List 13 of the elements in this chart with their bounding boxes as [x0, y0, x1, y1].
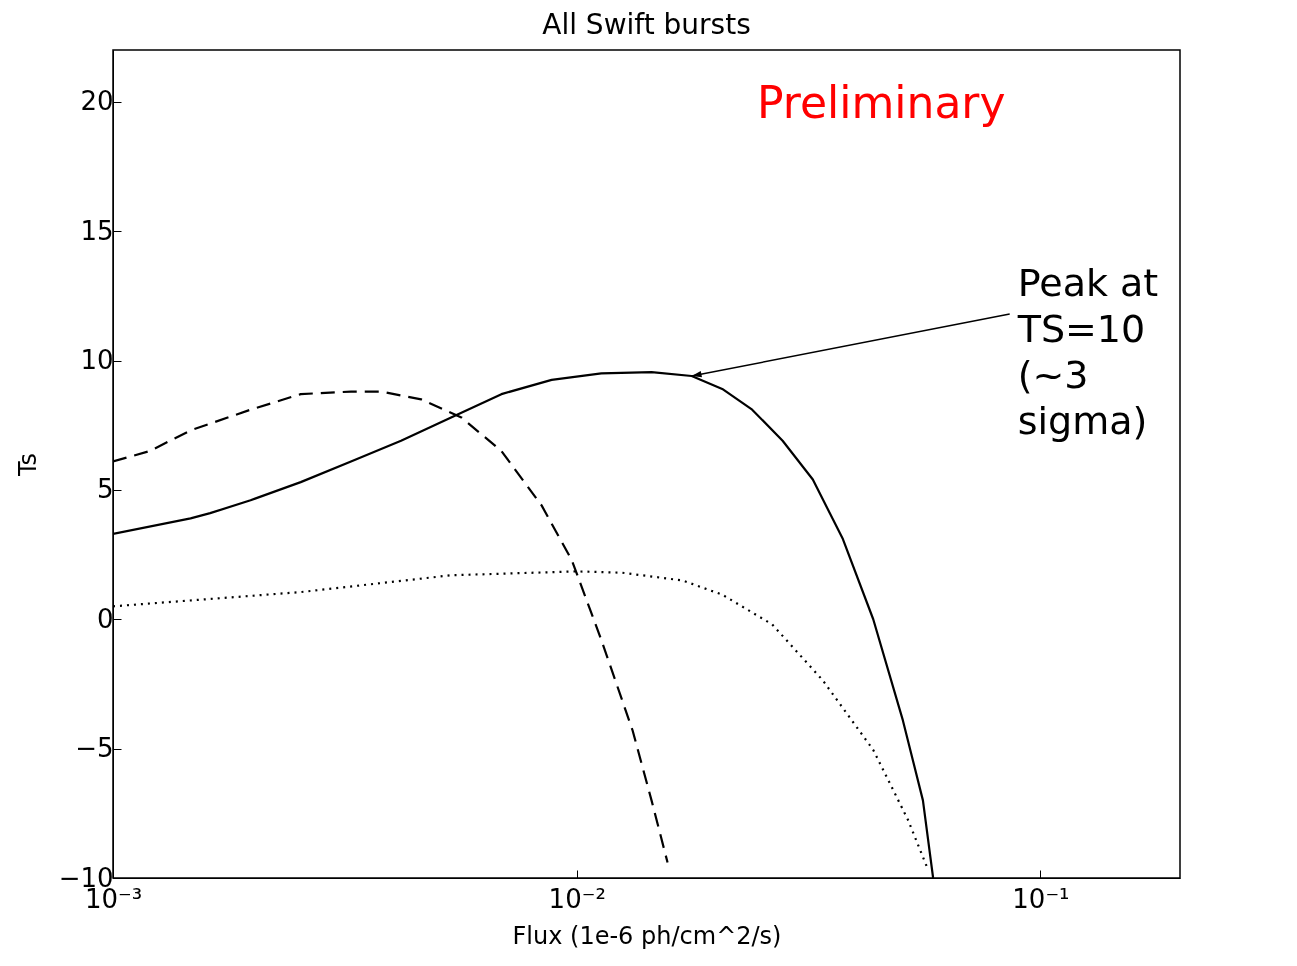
y-tick-label: 20	[80, 86, 114, 117]
y-tick-label: 0	[96, 603, 114, 634]
x-axis-title: Flux (1e-6 ph/cm^2/s)	[512, 921, 782, 950]
chart-title: All Swift bursts	[542, 8, 751, 41]
y-axis-title: Ts	[13, 452, 42, 478]
x-tick-label: 10⁻²	[548, 883, 606, 914]
y-tick-label: 5	[96, 474, 114, 505]
y-tick-label: 15	[80, 215, 114, 246]
annotation: Peak at TS=10 (~3 sigma)	[1016, 261, 1159, 444]
annotation: Preliminary	[757, 77, 1006, 128]
x-tick-label: 10⁻¹	[1012, 883, 1070, 914]
y-tick-label: −5	[75, 733, 114, 764]
y-tick-label: 10	[80, 345, 114, 375]
